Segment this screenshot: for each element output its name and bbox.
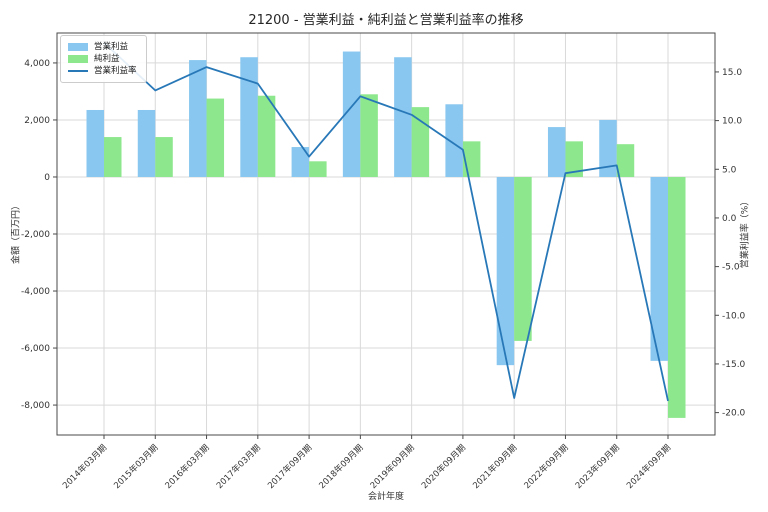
bar-operating-profit-11 [650, 176, 668, 361]
legend-swatch-operating-margin [68, 70, 88, 72]
x-tick-label: 2014年03月期 [60, 442, 109, 491]
chart-title: 21200 - 営業利益・純利益と営業利益率の推移 [248, 13, 524, 28]
x-tick-label: 2017年09月期 [265, 442, 314, 491]
left-tick-label: -4,000 [21, 287, 50, 297]
bar-net-profit-5 [360, 94, 378, 177]
bar-net-profit-10 [616, 144, 635, 177]
bar-net-profit-11 [668, 176, 686, 418]
x-tick-label: 2015年03月期 [112, 442, 161, 491]
line-operating-margin [103, 42, 669, 402]
x-tick-label: 2024年09月期 [624, 442, 673, 491]
x-tick-label: 2017年03月期 [214, 442, 263, 491]
bar-operating-profit-7 [445, 104, 463, 177]
legend-item-net-profit: 純利益 [68, 54, 137, 64]
legend-item-operating-profit: 営業利益 [68, 42, 137, 52]
right-tick-label: -20.0 [722, 409, 746, 419]
bar-net-profit-4 [309, 161, 327, 177]
left-tick-label: 2,000 [24, 116, 50, 126]
bar-operating-profit-8 [496, 176, 515, 366]
x-tick-label: 2016年03月期 [163, 442, 212, 491]
right-tick-label: -10.0 [722, 311, 746, 321]
bar-net-profit-1 [155, 137, 173, 177]
legend: 営業利益 純利益 営業利益率 [60, 35, 147, 83]
x-tick-label: 2020年09月期 [419, 442, 468, 491]
left-tick-label: -6,000 [21, 344, 50, 354]
left-axis-title: 金額（百万円） [11, 201, 22, 265]
legend-label-operating-profit: 営業利益 [94, 42, 129, 52]
legend-swatch-operating-profit [68, 43, 88, 51]
bar-operating-profit-0 [86, 109, 104, 177]
left-tick-label: 4,000 [24, 59, 50, 69]
x-tick-label: 2018年09月期 [317, 442, 366, 491]
legend-label-net-profit: 純利益 [94, 54, 120, 64]
x-tick-label: 2022年09月期 [522, 442, 571, 491]
bar-operating-profit-10 [599, 119, 617, 177]
right-tick-label: 0.0 [722, 214, 737, 224]
x-axis-title: 会計年度 [367, 492, 404, 502]
right-tick-label: 10.0 [722, 117, 742, 127]
bar-operating-profit-6 [394, 57, 412, 177]
left-tick-label: 0 [44, 173, 50, 183]
x-tick-label: 2019年09月期 [368, 442, 417, 491]
bar-operating-profit-9 [547, 127, 566, 177]
right-axis-title: 営業利益率（%） [740, 196, 751, 269]
bar-operating-profit-5 [342, 51, 361, 177]
right-tick-label: -5.0 [722, 263, 740, 273]
bar-operating-profit-3 [240, 57, 258, 177]
legend-label-operating-margin: 営業利益率 [94, 66, 137, 76]
right-tick-label: 15.0 [722, 68, 742, 78]
bar-net-profit-2 [206, 98, 225, 177]
bar-operating-profit-2 [189, 60, 207, 177]
bar-operating-profit-1 [137, 109, 156, 177]
bar-net-profit-8 [514, 176, 532, 341]
bar-operating-profit-4 [291, 147, 310, 177]
bar-net-profit-9 [565, 141, 583, 177]
left-tick-label: -8,000 [21, 401, 50, 411]
legend-item-operating-margin: 営業利益率 [68, 66, 137, 76]
right-tick-label: 5.0 [722, 165, 737, 175]
legend-swatch-net-profit [68, 55, 88, 63]
right-tick-label: -15.0 [722, 360, 746, 370]
bar-net-profit-3 [257, 95, 276, 177]
bar-net-profit-0 [104, 137, 122, 177]
left-tick-label: -2,000 [21, 230, 50, 240]
x-tick-label: 2021年09月期 [471, 442, 520, 491]
x-tick-label: 2023年09月期 [573, 442, 622, 491]
